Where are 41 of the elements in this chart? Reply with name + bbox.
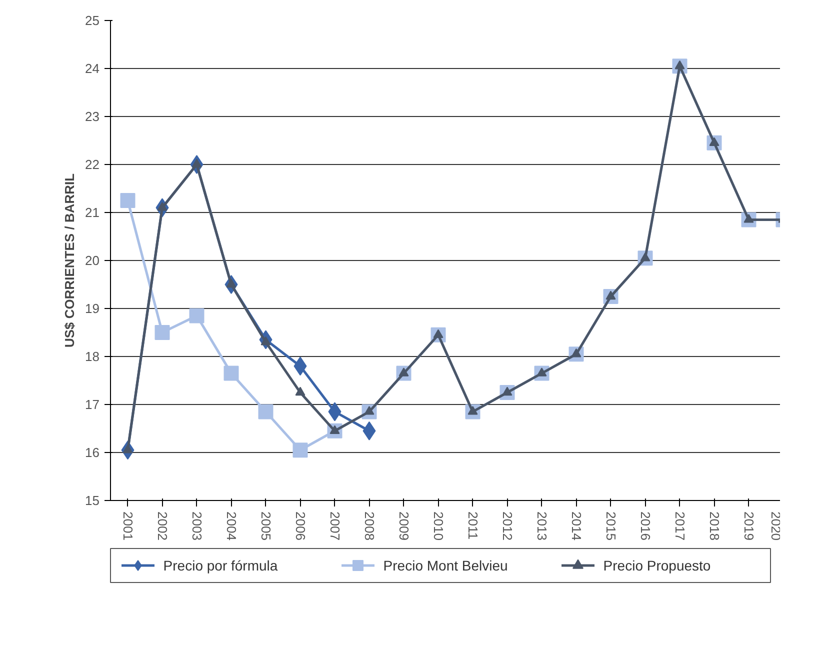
y-tick-label: 17 [85, 397, 100, 412]
y-tick-label: 16 [85, 445, 100, 460]
y-tick-label: 23 [85, 109, 100, 124]
y-tick-label: 19 [85, 301, 100, 316]
x-tick-label: 2012 [500, 512, 515, 540]
x-tick-label: 2011 [465, 512, 480, 540]
legend-label: Precio Propuesto [603, 558, 711, 574]
x-tick-label: 2016 [638, 512, 653, 540]
legend-label: Precio por fórmula [163, 558, 278, 574]
point [189, 308, 204, 324]
x-tick-label: 2017 [672, 512, 688, 540]
x-tick-label: 2019 [741, 512, 756, 540]
x-tick-label: 2010 [430, 512, 446, 540]
point [292, 442, 308, 458]
y-tick-label: 22 [85, 157, 100, 172]
x-tick-label: 2004 [224, 512, 239, 540]
y-tick-label: 25 [85, 13, 100, 28]
x-tick-label: 2003 [189, 512, 204, 540]
y-tick-label: 21 [85, 205, 100, 220]
x-tick-label: 2005 [258, 512, 274, 540]
legend-label: Precio Mont Belvieu [383, 558, 508, 574]
point [224, 366, 239, 381]
point [258, 404, 274, 420]
y-tick-label: 18 [85, 349, 100, 364]
x-tick-label: 2007 [327, 512, 342, 540]
x-tick-label: 2006 [292, 512, 308, 540]
x-tick-label: 2014 [568, 512, 584, 540]
x-tick-label: 2002 [154, 512, 170, 540]
x-tick-label: 2015 [603, 512, 618, 540]
y-tick-label: 24 [85, 61, 100, 76]
x-tick-label: 2013 [534, 512, 550, 540]
x-tick-label: 2018 [706, 512, 722, 540]
x-tick-label: 2008 [362, 512, 377, 540]
y-tick-label: 20 [85, 253, 100, 268]
y-axis-title: US$ CORRIENTES / BARRIL [62, 173, 78, 348]
y-tick-label: 15 [85, 493, 100, 508]
point [120, 193, 136, 208]
x-tick-label: 2001 [120, 512, 136, 540]
x-tick-label: 2009 [396, 512, 412, 540]
point [295, 386, 306, 396]
point [154, 325, 170, 340]
